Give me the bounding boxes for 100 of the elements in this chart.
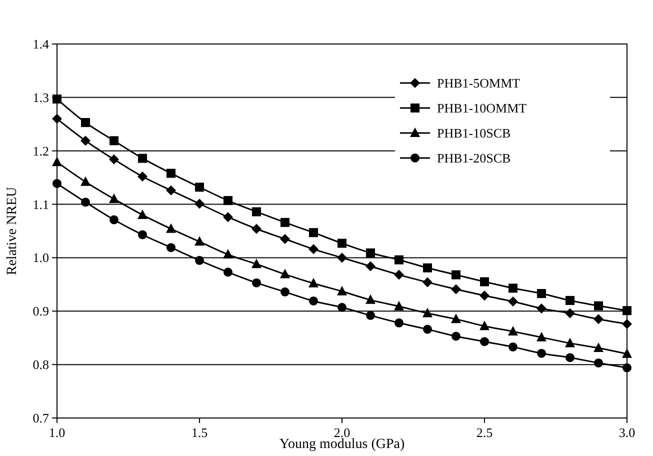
point [366, 261, 376, 272]
point [338, 238, 346, 248]
point [594, 314, 604, 324]
point [622, 363, 632, 372]
point [480, 290, 490, 301]
point [394, 270, 404, 280]
point [366, 248, 375, 258]
point [451, 314, 461, 324]
point [138, 172, 148, 182]
point [594, 301, 603, 310]
point [480, 320, 490, 330]
point [394, 300, 404, 310]
y-axis-title: Relative NREU [5, 186, 20, 276]
point [566, 296, 574, 305]
point [565, 308, 575, 318]
point [536, 303, 546, 314]
y-tick-label: 1.4 [32, 36, 50, 52]
point [422, 277, 432, 288]
point [110, 136, 118, 146]
point [452, 270, 460, 280]
point [594, 342, 604, 352]
point [508, 296, 518, 307]
point [80, 176, 90, 186]
point [622, 318, 632, 329]
x-tick-label: 1.5 [191, 425, 208, 440]
point [537, 289, 546, 298]
x-tick-label: 3.0 [618, 425, 636, 440]
point [308, 278, 318, 288]
point [280, 268, 290, 278]
legend-label: PHB1-20SCB [437, 150, 512, 166]
point [452, 332, 460, 341]
point [81, 198, 90, 207]
point [622, 306, 632, 316]
point [566, 353, 574, 362]
legend-label: PHB1-10SCB [437, 126, 512, 140]
point [194, 198, 204, 209]
point [508, 326, 518, 336]
y-tick-label: 1.2 [32, 143, 49, 158]
x-axis-title: Young modulus (GPa) [279, 437, 406, 452]
point [394, 255, 404, 264]
point [308, 244, 318, 254]
point [480, 337, 489, 346]
point [366, 310, 375, 320]
point [166, 168, 176, 178]
x-tick-label: 2.5 [476, 425, 493, 440]
y-tick-label: 0.7 [32, 410, 50, 426]
point [138, 209, 148, 219]
point [536, 332, 546, 342]
point [52, 178, 62, 188]
point [508, 284, 518, 293]
point [508, 342, 518, 352]
point [537, 348, 546, 358]
point [223, 249, 233, 259]
point [109, 154, 119, 164]
point [52, 114, 62, 124]
point [223, 212, 233, 222]
point [166, 223, 176, 233]
point [309, 296, 318, 306]
point [138, 230, 147, 240]
y-tick-label: 0.9 [32, 304, 49, 319]
point [252, 224, 262, 234]
point [109, 193, 119, 203]
y-tick-label: 1.3 [32, 90, 49, 105]
point [138, 154, 147, 163]
point [166, 243, 176, 252]
y-tick-label: 0.8 [32, 357, 49, 372]
point [337, 252, 347, 263]
point [280, 218, 290, 227]
x-tick-label: 1.0 [48, 425, 66, 440]
point [194, 236, 204, 246]
point [224, 196, 232, 206]
point [252, 207, 261, 216]
point [280, 234, 290, 244]
point [423, 263, 432, 272]
y-tick-label: 1.0 [32, 250, 49, 266]
point [166, 185, 176, 196]
point [565, 338, 575, 348]
point [622, 348, 632, 358]
point [252, 258, 262, 268]
point [337, 286, 347, 296]
point [52, 156, 62, 166]
point [394, 318, 404, 328]
point [338, 302, 346, 312]
y-tick-label: 1.1 [32, 196, 49, 212]
point [280, 287, 290, 296]
point [594, 358, 603, 368]
point [366, 294, 376, 304]
point [309, 228, 318, 238]
point [110, 215, 118, 224]
point [423, 324, 432, 334]
point [81, 118, 90, 128]
point [480, 277, 489, 286]
point [252, 278, 261, 288]
point [422, 308, 432, 318]
point [80, 136, 90, 146]
legend-label: PHB1-10OMMT [437, 100, 527, 116]
point [195, 182, 204, 192]
legend-label: PHB1-5OMMT [437, 76, 520, 90]
point [195, 256, 204, 265]
point [451, 284, 461, 294]
